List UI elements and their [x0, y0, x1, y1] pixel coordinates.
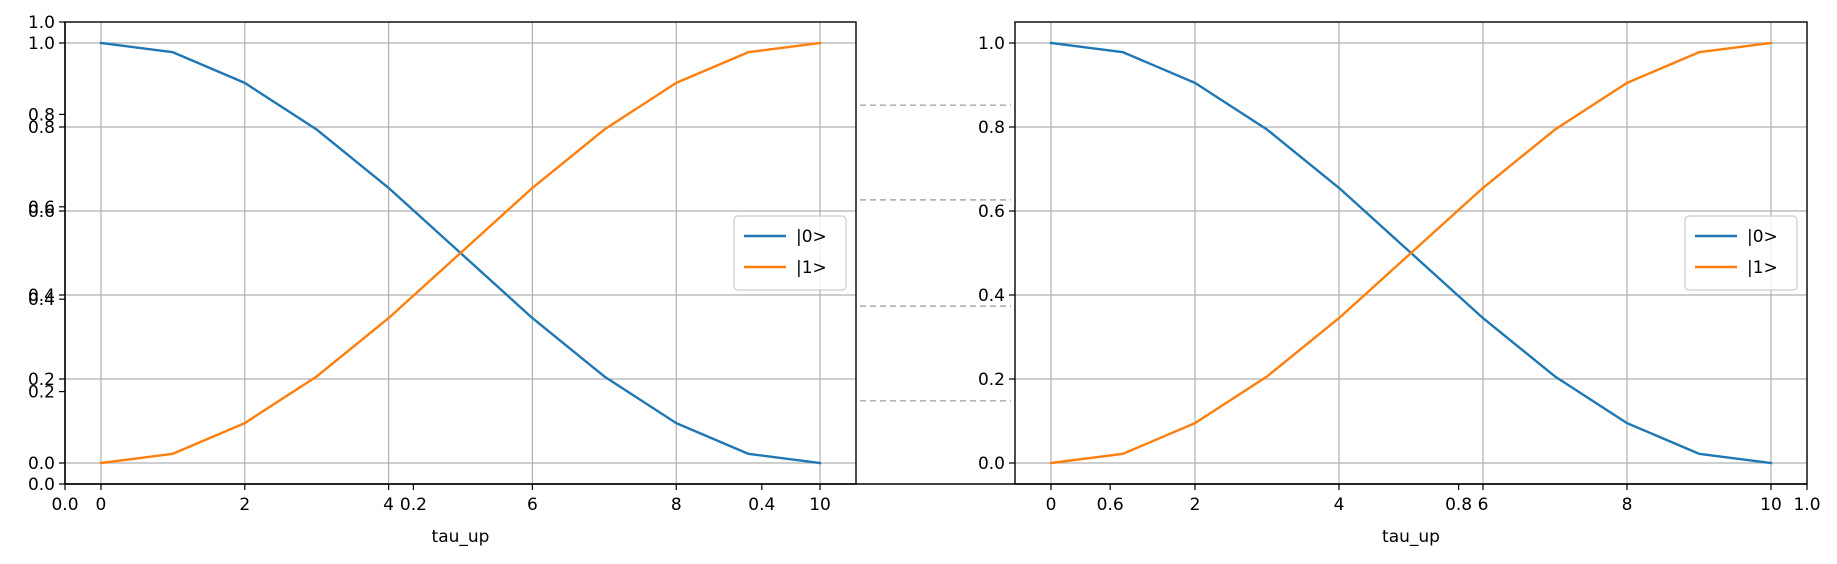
background-x-tick-label: 1.0: [1793, 495, 1820, 515]
x-tick-label: 8: [671, 495, 682, 515]
background-x-tick-label: 0.4: [748, 495, 775, 515]
x-tick-label: 4: [1334, 495, 1345, 515]
background-y-tick-label: 0.4: [28, 290, 55, 310]
y-tick-label: 0.4: [28, 286, 55, 306]
legend-label: |0>: [1747, 227, 1778, 247]
x-tick-label: 6: [527, 495, 538, 515]
y-tick-label: 0.2: [28, 370, 55, 390]
legend-box: [733, 215, 847, 291]
y-tick-label: 0.0: [978, 454, 1005, 474]
y-tick-label: 1.0: [28, 34, 55, 54]
background-y-tick-label: 0.2: [28, 383, 55, 403]
background-y-tick-label: 0.6: [28, 198, 55, 218]
legend-box: [1684, 215, 1798, 291]
plot-frame: [64, 21, 857, 485]
x-tick-label: 8: [1622, 495, 1633, 515]
background-axes: 0.0 0.2 0.4 0.6 0.8 1.0 0.0 0.2 0.4 0.6 0.8 1.0: [28, 13, 1821, 515]
y-tick-label: 0.2: [978, 370, 1005, 390]
plot-frame: [1014, 21, 1808, 485]
background-x-tick-label: 0.8: [1445, 495, 1472, 515]
legend: |0> |1>: [733, 215, 847, 291]
legend-label: |1>: [796, 258, 827, 278]
y-tick-label: 0.8: [28, 118, 55, 138]
panel-gap: [856, 22, 1015, 483]
x-tick-label: 6: [1478, 495, 1489, 515]
x-axis-label: tau_up: [432, 527, 490, 547]
legend-label: |1>: [1747, 258, 1778, 278]
background-x-tick-label: 0.0: [51, 495, 78, 515]
x-tick-label: 10: [1760, 495, 1782, 515]
y-tick-label: 0.6: [978, 202, 1005, 222]
x-tick-label: 0: [1046, 495, 1057, 515]
y-tick-label: 0.8: [978, 118, 1005, 138]
legend: |0> |1>: [1684, 215, 1798, 291]
panel-1: 0 2 4 6 8 10 0.0 0.2 0.4 0.6 0.8 1.0 tau_up |0> |1>: [28, 21, 857, 547]
background-y-tick-label: 1.0: [28, 13, 55, 33]
y-tick-label: 0.4: [978, 286, 1005, 306]
series-line-state-1: [99, 41, 822, 465]
x-tick-label: 10: [809, 495, 831, 515]
x-tick-label: 2: [239, 495, 250, 515]
background-x-tick-label: 0.2: [400, 495, 427, 515]
x-tick-label: 0: [96, 495, 107, 515]
x-axis-label: tau_up: [1382, 527, 1440, 547]
x-tick-label: 2: [1190, 495, 1201, 515]
y-tick-label: 0.6: [28, 202, 55, 222]
y-tick-label: 0.0: [28, 454, 55, 474]
panel-2: 0 2 4 6 8 10 0.0 0.2 0.4 0.6 0.8 1.0 tau_up |0> |1>: [978, 21, 1808, 547]
x-tick-label: 4: [383, 495, 394, 515]
legend-label: |0>: [796, 227, 827, 247]
background-y-tick-label: 0.0: [28, 475, 55, 495]
background-y-tick-label: 0.8: [28, 105, 55, 125]
background-x-tick-label: 0.6: [1097, 495, 1124, 515]
y-tick-label: 1.0: [978, 34, 1005, 54]
series-line-state-1: [1049, 41, 1773, 465]
